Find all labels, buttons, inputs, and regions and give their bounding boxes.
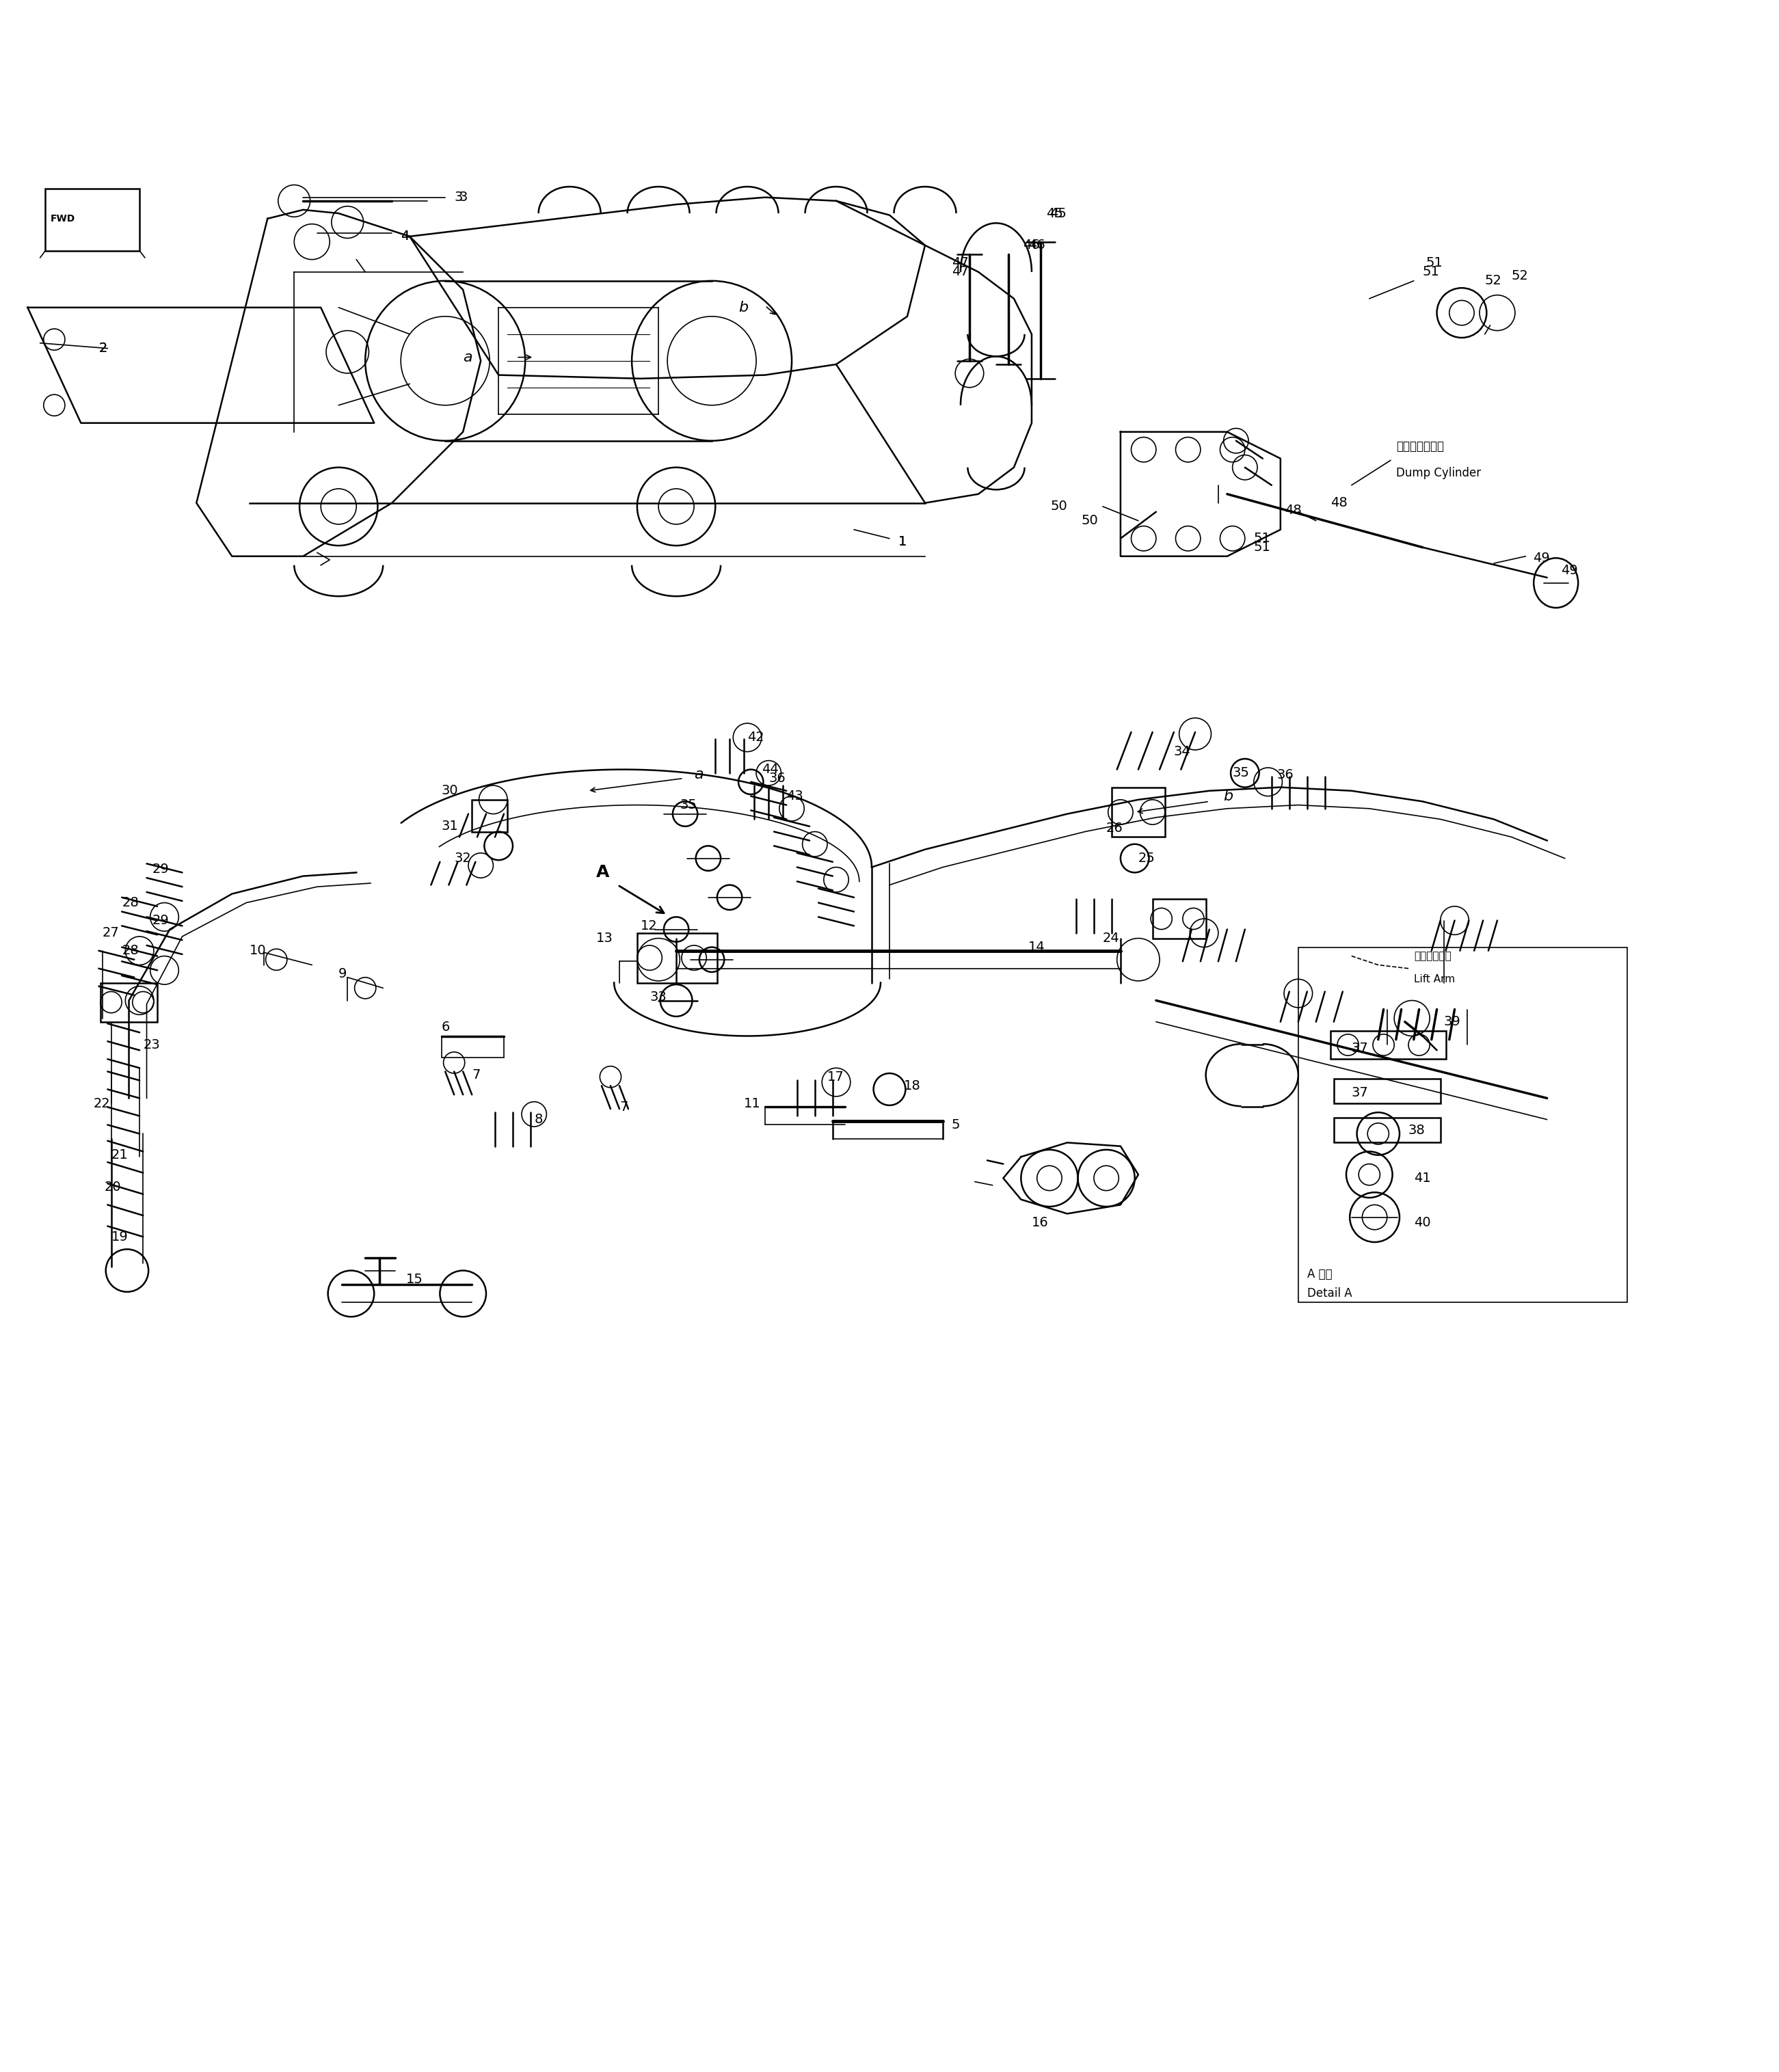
Text: 51: 51 xyxy=(1254,533,1270,545)
Text: ダンプシリンダ: ダンプシリンダ xyxy=(1397,439,1445,452)
Text: 51: 51 xyxy=(1427,257,1443,269)
Text: 23: 23 xyxy=(142,1038,160,1051)
Text: 29: 29 xyxy=(151,862,169,876)
Text: 39: 39 xyxy=(1445,1015,1461,1028)
Text: 49: 49 xyxy=(1533,551,1550,564)
Bar xyxy=(1334,1080,1441,1104)
Text: a: a xyxy=(463,350,471,365)
Text: 25: 25 xyxy=(1139,852,1155,864)
Text: 14: 14 xyxy=(1028,941,1044,953)
Text: 47: 47 xyxy=(952,257,968,269)
Text: 47: 47 xyxy=(952,265,968,278)
Text: 15: 15 xyxy=(406,1272,423,1287)
Text: b: b xyxy=(1224,789,1233,804)
Text: 1: 1 xyxy=(898,535,907,549)
Text: Dump Cylinder: Dump Cylinder xyxy=(1397,466,1480,479)
Text: A 詳細: A 詳細 xyxy=(1308,1268,1332,1280)
Text: 30: 30 xyxy=(441,785,459,798)
Text: 2: 2 xyxy=(98,342,107,354)
Text: 16: 16 xyxy=(1032,1216,1048,1229)
Text: A: A xyxy=(596,864,610,881)
Text: b: b xyxy=(738,300,749,315)
Text: 32: 32 xyxy=(454,852,471,864)
Text: 29: 29 xyxy=(151,914,169,926)
Text: 45: 45 xyxy=(1050,207,1066,220)
Text: 41: 41 xyxy=(1414,1171,1430,1185)
Bar xyxy=(46,189,139,251)
Text: 19: 19 xyxy=(110,1231,128,1243)
Bar xyxy=(1299,947,1628,1303)
Text: 18: 18 xyxy=(904,1080,922,1092)
Text: 21: 21 xyxy=(110,1148,128,1162)
Text: 6: 6 xyxy=(441,1021,450,1034)
Text: 17: 17 xyxy=(827,1071,845,1084)
Text: 28: 28 xyxy=(121,897,139,910)
Text: 9: 9 xyxy=(338,968,347,980)
Text: 10: 10 xyxy=(249,945,267,957)
Bar xyxy=(471,800,507,831)
Text: 40: 40 xyxy=(1414,1216,1430,1229)
Text: a: a xyxy=(694,769,703,781)
Text: Detail A: Detail A xyxy=(1308,1287,1352,1299)
Text: 12: 12 xyxy=(640,920,658,932)
Text: 28: 28 xyxy=(121,945,139,957)
Text: 4: 4 xyxy=(400,230,409,242)
Text: 52: 52 xyxy=(1485,274,1501,288)
Bar xyxy=(637,932,717,982)
Text: 35: 35 xyxy=(1233,767,1249,779)
Text: 3: 3 xyxy=(459,191,468,203)
Text: 37: 37 xyxy=(1352,1086,1368,1100)
Text: 35: 35 xyxy=(680,798,697,812)
Text: 46: 46 xyxy=(1028,238,1044,253)
Bar xyxy=(1334,1117,1441,1142)
Text: 38: 38 xyxy=(1409,1123,1425,1138)
Text: 8: 8 xyxy=(534,1113,543,1125)
Text: 4: 4 xyxy=(400,230,409,242)
Text: 2: 2 xyxy=(98,342,107,354)
Bar xyxy=(1112,787,1165,837)
Text: 51: 51 xyxy=(1254,541,1270,553)
Text: 31: 31 xyxy=(441,821,459,833)
Text: 34: 34 xyxy=(1174,746,1190,758)
Text: Lift Arm: Lift Arm xyxy=(1414,974,1455,984)
Text: 26: 26 xyxy=(1107,823,1123,835)
Bar xyxy=(1331,1030,1446,1059)
Bar xyxy=(100,982,157,1021)
Text: 5: 5 xyxy=(952,1119,961,1131)
Text: 20: 20 xyxy=(103,1181,121,1193)
Text: 11: 11 xyxy=(744,1096,761,1111)
Text: 22: 22 xyxy=(93,1096,110,1111)
Text: 45: 45 xyxy=(1046,207,1062,220)
Text: FWD: FWD xyxy=(52,213,75,224)
Text: 52: 52 xyxy=(1512,269,1528,282)
Text: 43: 43 xyxy=(786,789,804,802)
Text: 27: 27 xyxy=(101,926,119,939)
Text: 36: 36 xyxy=(1277,769,1293,781)
Text: 48: 48 xyxy=(1284,503,1302,516)
Text: 36: 36 xyxy=(769,773,786,785)
Text: 3: 3 xyxy=(454,191,463,203)
Text: 48: 48 xyxy=(1331,497,1347,510)
Text: リフトアーム: リフトアーム xyxy=(1414,951,1452,961)
Text: 46: 46 xyxy=(1023,238,1039,253)
Text: 7: 7 xyxy=(619,1100,628,1113)
Text: 24: 24 xyxy=(1103,932,1119,945)
Text: 50: 50 xyxy=(1082,514,1098,526)
Bar xyxy=(1153,899,1206,939)
Text: 51: 51 xyxy=(1423,265,1439,278)
Text: 7: 7 xyxy=(471,1069,480,1082)
Text: 42: 42 xyxy=(747,731,765,744)
Text: 13: 13 xyxy=(596,932,614,945)
Text: 33: 33 xyxy=(649,990,667,1003)
Text: 49: 49 xyxy=(1562,564,1578,576)
Text: 44: 44 xyxy=(761,762,779,777)
Text: 37: 37 xyxy=(1352,1042,1368,1055)
Text: 1: 1 xyxy=(898,535,907,549)
Text: 50: 50 xyxy=(1050,499,1067,514)
